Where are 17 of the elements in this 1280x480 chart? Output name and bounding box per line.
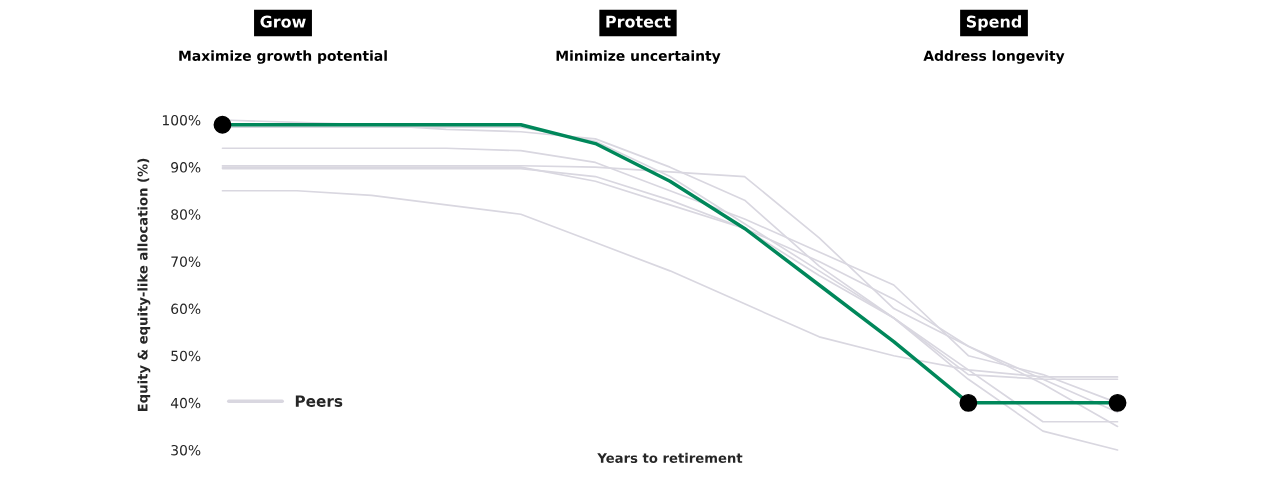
y-tick-label: 90% [171,162,201,173]
x-axis-title: Years to retirement [597,452,743,463]
y-tick-label: 80% [171,209,201,220]
text: Spend [966,15,1021,31]
y-tick-label: 70% [171,256,201,267]
y-tick-label: 40% [170,397,201,409]
text: Maximize growth potential [179,50,387,64]
text: Protect [606,15,671,28]
text: Grow [260,15,306,28]
y-tick-label: 60% [171,303,201,315]
y-tick-label: 50% [171,350,201,362]
y-tick-label: 100% [162,114,201,126]
y-tick-label: 30% [171,444,201,456]
legend-label: Peers [295,395,343,407]
text: Minimize uncertainty [556,50,721,64]
y-axis-title: Equity & equity-like allocation (%) [137,158,151,412]
text: Address longevity [923,50,1065,64]
